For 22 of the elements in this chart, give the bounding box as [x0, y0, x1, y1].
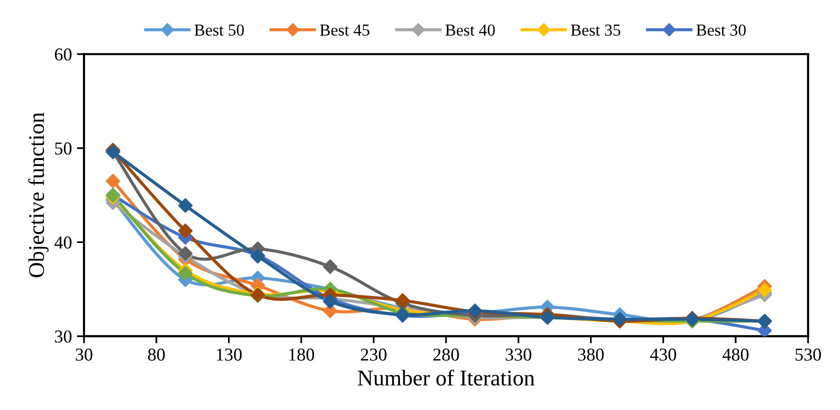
legend-label: Best 30 [696, 24, 746, 36]
x-tick-label: 80 [148, 348, 165, 361]
x-tick-label: 230 [360, 348, 386, 361]
y-axis-title: Objective function [28, 112, 49, 278]
y-tick-label: 30 [55, 330, 72, 343]
x-tick-label: 530 [796, 348, 821, 361]
legend-label: Best 35 [570, 24, 620, 36]
x-tick-label: 380 [578, 348, 604, 361]
x-tick-label: 430 [650, 348, 676, 361]
y-tick-label: 60 [54, 48, 72, 61]
y-tick-label: 50 [55, 142, 72, 155]
x-tick-label: 30 [76, 348, 92, 361]
x-axis-title: Number of Iteration [358, 370, 535, 386]
legend-label: Best 45 [320, 24, 370, 36]
x-tick-label: 280 [433, 348, 459, 361]
x-tick-label: 180 [289, 348, 314, 361]
x-tick-label: 130 [216, 348, 242, 361]
x-tick-label: 480 [722, 348, 749, 361]
y-tick-label: 40 [54, 236, 72, 249]
legend-label: Best 50 [194, 24, 244, 36]
x-tick-label: 330 [506, 348, 532, 361]
legend-label: Best 40 [445, 24, 495, 36]
